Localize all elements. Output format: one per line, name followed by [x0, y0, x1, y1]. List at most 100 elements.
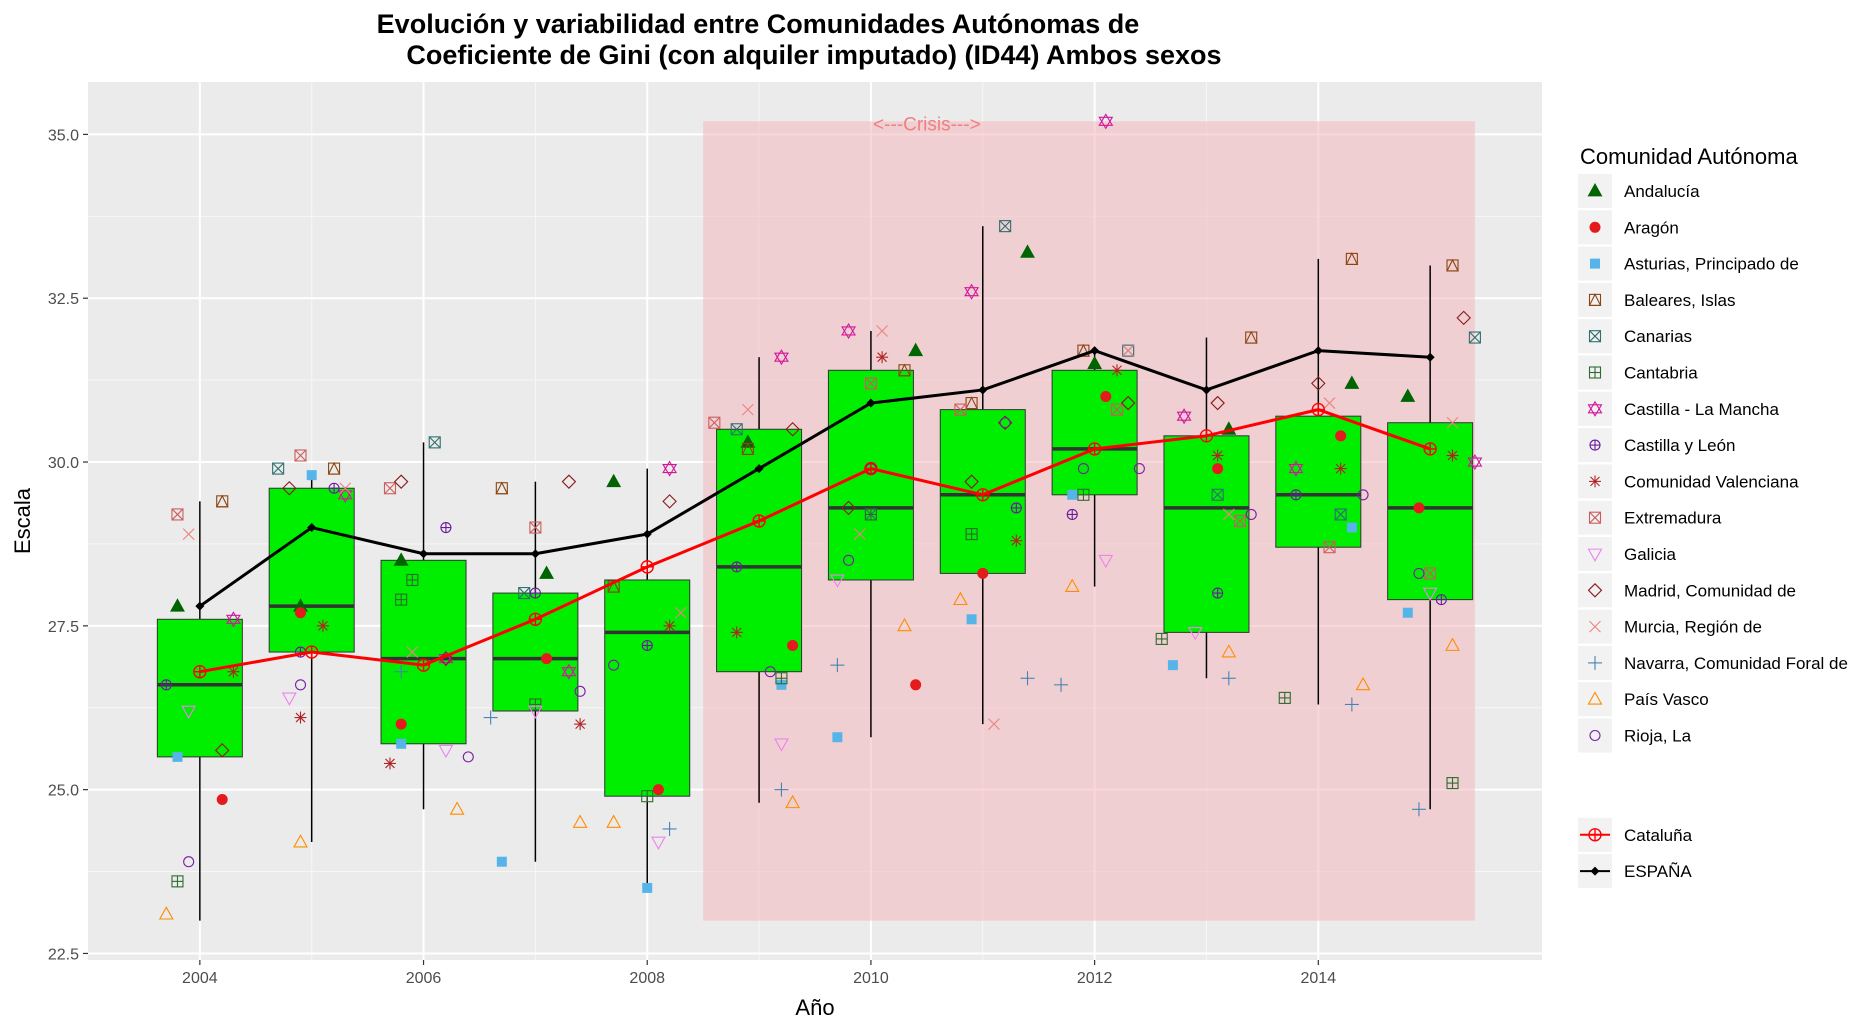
point-galicia [438, 744, 454, 759]
legend-item-extremadura: Extremadura [1578, 500, 1722, 535]
y-tick-label: 30.0 [48, 455, 79, 472]
point-castilla-y-leon [160, 679, 172, 691]
point-baleares-islas [1345, 252, 1359, 265]
point-comunidad-valenciana [1446, 449, 1459, 462]
point-rioja-la [843, 554, 855, 566]
legend-key [1578, 391, 1612, 426]
point-madrid-comunidad-de [1311, 376, 1326, 391]
point-madrid-comunidad-de [662, 494, 677, 509]
legend-label: Castilla y León [1624, 436, 1736, 455]
point-murcia-region-de [406, 646, 419, 658]
point-galicia [1422, 587, 1438, 602]
legend-label: Aragón [1624, 218, 1679, 237]
box-body [1051, 369, 1138, 496]
point-comunidad-valenciana [574, 718, 587, 731]
point-extremadura [864, 377, 877, 390]
point-navarra-comunidad-foral-de [394, 664, 409, 679]
point-aragon [541, 653, 553, 665]
y-tick-label: 22.5 [48, 946, 79, 963]
legend-key [1578, 537, 1612, 571]
box-body [156, 618, 243, 758]
point-asturias-principado-de [642, 882, 653, 893]
x-axis-title: Año [795, 995, 834, 1020]
point-madrid-comunidad-de [214, 743, 230, 758]
point-asturias-principado-de [172, 751, 183, 762]
point-aragon [787, 639, 799, 651]
y-tick-label: 32.5 [48, 291, 79, 308]
point-aragon [1212, 463, 1224, 475]
point-castilla-y-leon [731, 561, 743, 573]
point-rioja-la [608, 659, 620, 671]
point-baleares-islas [898, 363, 911, 377]
point-andalucia [606, 473, 622, 488]
point-pais-vasco [1064, 578, 1080, 592]
box-body [492, 592, 579, 712]
line-point-cataluna [1199, 429, 1214, 443]
point-galicia [1187, 626, 1203, 641]
line-point-cataluna [976, 488, 990, 502]
line-point-espana [642, 529, 652, 539]
point-andalucia [1087, 355, 1103, 370]
point-comunidad-valenciana [730, 626, 743, 639]
legend-symbol [1590, 866, 1600, 876]
point-navarra-comunidad-foral-de [774, 782, 789, 797]
legend-symbol [1589, 620, 1601, 633]
y-tick-label: 25.0 [48, 783, 79, 800]
legend-label: Navarra, Comunidad Foral de [1624, 654, 1848, 673]
y-axis-title: Escala [10, 487, 35, 554]
line-point-espana [195, 601, 205, 611]
legend-item-madrid-comunidad-de: Madrid, Comunidad de [1578, 573, 1796, 608]
point-asturias-principado-de [1167, 660, 1178, 671]
point-madrid-comunidad-de [964, 474, 979, 489]
point-galicia [774, 738, 789, 752]
point-castilla-y-leon [1212, 587, 1224, 599]
legend-symbol [1589, 439, 1601, 451]
line-point-cataluna [1311, 402, 1326, 417]
point-madrid-comunidad-de [1456, 310, 1471, 326]
point-navarra-comunidad-foral-de [830, 658, 845, 673]
summary-lines [193, 346, 1437, 679]
legend-symbol [1587, 400, 1603, 417]
point-extremadura [1424, 567, 1437, 580]
line-point-cataluna [752, 514, 766, 528]
line-point-cataluna [528, 612, 543, 626]
legend-item-aragon: Aragón [1578, 210, 1679, 245]
legend-item-rioja-la: Rioja, La [1578, 718, 1692, 753]
legend-item-baleares-islas: Baleares, Islas [1578, 282, 1736, 317]
point-extremadura [1323, 541, 1336, 554]
point-aragon [910, 679, 922, 691]
point-murcia-region-de [1446, 416, 1459, 429]
point-baleares-islas [965, 396, 978, 410]
point-cantabria [406, 573, 419, 587]
legend-label: Rioja, La [1624, 727, 1692, 746]
point-aragon [1100, 391, 1112, 403]
point-asturias-principado-de [396, 738, 407, 749]
point-cantabria [529, 698, 542, 711]
scatter-points [158, 113, 1483, 920]
point-andalucia [1020, 244, 1035, 258]
legend-symbol [1589, 221, 1601, 233]
point-cantabria [395, 593, 408, 606]
legend-item-pais-vasco: País Vasco [1578, 682, 1709, 717]
point-castilla-la-mancha [1467, 453, 1483, 471]
point-asturias-principado-de [1402, 607, 1413, 618]
point-comunidad-valenciana [316, 619, 329, 632]
legend-symbol [1588, 828, 1602, 842]
point-madrid-comunidad-de [1210, 395, 1225, 411]
box-body [604, 579, 691, 797]
line-point-cataluna [640, 560, 654, 574]
point-madrid-comunidad-de [561, 474, 577, 489]
line-point-espana [866, 398, 876, 408]
point-canarias [1334, 508, 1347, 521]
line-point-cataluna [1423, 442, 1437, 456]
line-espana [198, 349, 1431, 608]
legend-symbol [1588, 293, 1602, 306]
point-canarias [428, 436, 441, 449]
y-tick-label: 27.5 [48, 619, 79, 636]
point-madrid-comunidad-de [1120, 395, 1136, 411]
point-extremadura [529, 521, 542, 534]
line-point-cataluna [193, 665, 207, 679]
line-point-cataluna [864, 461, 878, 476]
point-pais-vasco [572, 814, 588, 828]
line-point-espana [530, 549, 540, 559]
